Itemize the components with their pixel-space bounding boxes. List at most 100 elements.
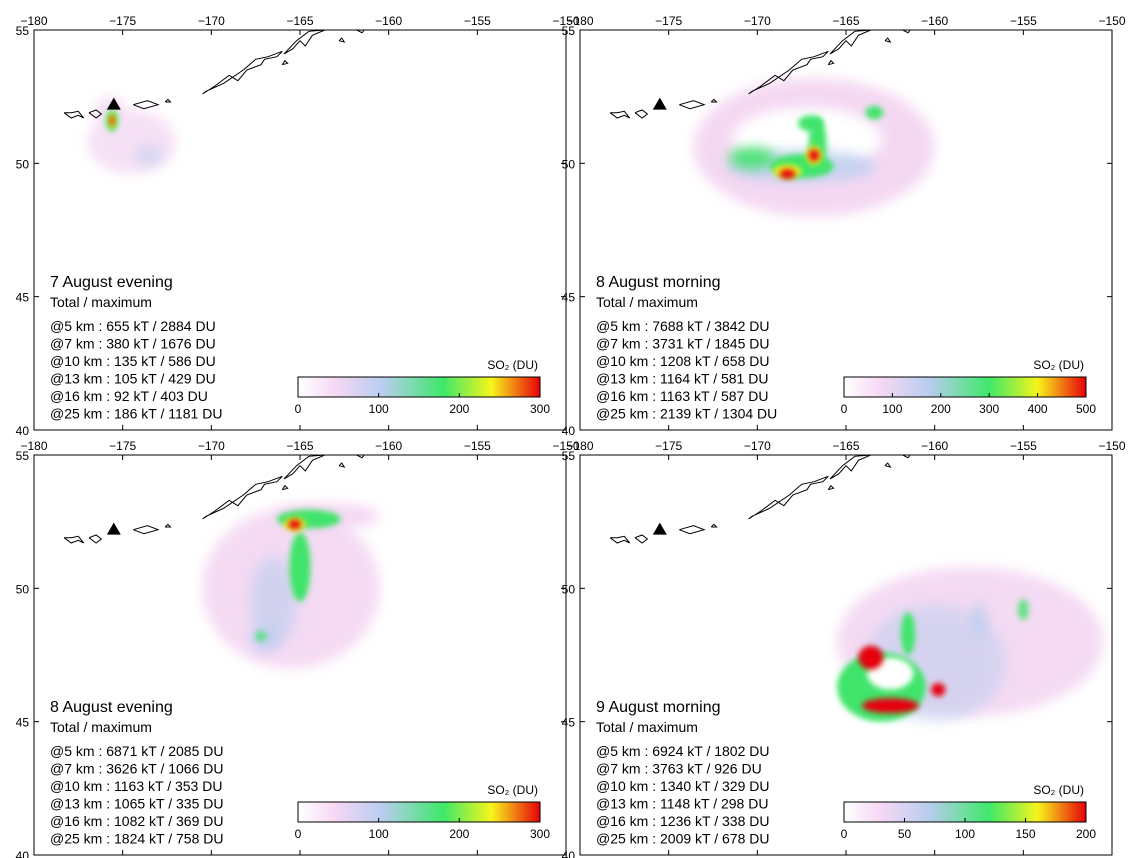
x-tick-label: −155 — [464, 14, 491, 28]
x-tick-label: −170 — [744, 439, 771, 453]
panel-title: 8 August morning — [596, 274, 721, 291]
y-tick-label: 40 — [562, 849, 576, 858]
coastline — [829, 30, 871, 55]
x-tick-label: −150 — [1098, 439, 1125, 453]
plume-layer — [63, 455, 380, 669]
panel-title: 9 August morning — [596, 699, 721, 716]
coastline — [748, 50, 829, 95]
coastline — [609, 535, 631, 544]
coastline — [338, 37, 346, 43]
y-tick-label: 50 — [562, 157, 576, 171]
colorbar-tick-label: 100 — [369, 402, 389, 416]
volcano-marker — [106, 97, 121, 110]
coastline — [164, 523, 172, 528]
stat-line: @5 km : 6924 kT / 1802 DU — [596, 743, 769, 759]
coastline — [88, 534, 103, 544]
colorbar-tick-label: 100 — [369, 827, 389, 841]
so2-plume — [250, 556, 297, 647]
so2-plume — [728, 147, 776, 169]
stat-line: @10 km : 1163 kT / 353 DU — [50, 778, 222, 794]
coastline — [202, 50, 283, 95]
map-panel: −180 −175 −170 −165 −160 −155 −150 40 45 50 55 9 Au… — [562, 439, 1126, 858]
colorbar-tick-label: 0 — [295, 827, 302, 841]
so2-plume — [858, 645, 884, 670]
x-tick-label: −180 — [20, 14, 47, 28]
coastline — [884, 462, 892, 468]
x-tick-label: −175 — [655, 14, 682, 28]
x-tick-label: −175 — [655, 439, 682, 453]
x-tick-label: −160 — [375, 439, 402, 453]
colorbar-tick-label: 200 — [931, 402, 951, 416]
stat-line: @7 km : 380 kT / 1676 DU — [50, 336, 216, 352]
so2-plume — [808, 149, 820, 162]
coastline — [338, 462, 346, 468]
stat-line: @13 km : 1065 kT / 335 DU — [50, 796, 223, 812]
so2-plume — [289, 532, 311, 602]
coastline — [679, 100, 706, 110]
coastline — [710, 523, 718, 528]
volcano-marker — [652, 97, 667, 110]
colorbar-tick-label: 0 — [295, 402, 302, 416]
stat-line: @16 km : 1236 kT / 338 DU — [596, 813, 769, 829]
stat-line: @25 km : 186 kT / 1181 DU — [50, 406, 222, 422]
coastline — [634, 109, 649, 119]
colorbar-tick-label: 0 — [841, 827, 848, 841]
y-tick-label: 45 — [16, 716, 30, 730]
stat-line: @10 km : 135 kT / 586 DU — [50, 353, 216, 369]
stat-line: @25 km : 2139 kT / 1304 DU — [596, 406, 777, 422]
so2-plume — [255, 631, 267, 642]
stat-line: @25 km : 1824 kT / 758 DU — [50, 831, 223, 847]
panel-subtitle: Total / maximum — [596, 294, 698, 310]
coastline — [748, 475, 829, 520]
map-panel: −180 −175 −170 −165 −160 −155 −150 40 45 50 55 7 Au… — [16, 14, 580, 438]
coastline — [63, 535, 85, 544]
x-tick-label: −180 — [566, 14, 593, 28]
x-tick-label: −150 — [552, 14, 579, 28]
coastline — [827, 59, 835, 66]
colorbar-tick-label: 300 — [979, 402, 999, 416]
coastline — [902, 455, 911, 459]
stat-line: @13 km : 105 kT / 429 DU — [50, 371, 216, 387]
x-tick-label: −155 — [1010, 14, 1037, 28]
stat-line: @16 km : 1082 kT / 369 DU — [50, 813, 223, 829]
stat-line: @16 km : 92 kT / 403 DU — [50, 388, 208, 404]
y-tick-label: 40 — [16, 849, 30, 858]
x-tick-label: −170 — [198, 439, 225, 453]
x-tick-label: −160 — [921, 14, 948, 28]
y-tick-label: 45 — [562, 716, 576, 730]
colorbar-tick-label: 0 — [841, 402, 848, 416]
map-panel: −180 −175 −170 −165 −160 −155 −150 40 45 50 55 8 Au… — [16, 439, 580, 858]
colorbar-tick-label: 100 — [882, 402, 902, 416]
plume-layer — [609, 455, 1104, 722]
so2-plume — [288, 519, 301, 530]
colorbar-label: SO₂ (DU) — [487, 358, 538, 372]
colorbar-label: SO₂ (DU) — [1033, 783, 1084, 797]
y-tick-label: 55 — [562, 24, 576, 38]
x-tick-label: −155 — [1010, 439, 1037, 453]
colorbar-tick-label: 200 — [1076, 827, 1096, 841]
coastline — [609, 110, 631, 119]
plume-layer — [63, 30, 365, 174]
colorbar-tick-label: 200 — [449, 827, 469, 841]
stat-line: @5 km : 6871 kT / 2085 DU — [50, 743, 223, 759]
y-tick-label: 55 — [16, 449, 30, 463]
stat-line: @13 km : 1148 kT / 298 DU — [596, 796, 768, 812]
stat-line: @16 km : 1163 kT / 587 DU — [596, 388, 768, 404]
x-tick-label: −150 — [552, 439, 579, 453]
coastline — [679, 525, 706, 535]
so2-plume — [865, 106, 884, 120]
x-tick-label: −165 — [286, 439, 313, 453]
x-tick-label: −155 — [464, 439, 491, 453]
y-tick-label: 40 — [562, 424, 576, 438]
so2-plume — [109, 115, 115, 126]
coastline — [88, 109, 103, 119]
coastline — [884, 37, 892, 43]
coastline — [902, 30, 911, 34]
stat-line: @7 km : 3626 kT / 1066 DU — [50, 761, 223, 777]
colorbar-tick-label: 100 — [955, 827, 975, 841]
x-tick-label: −180 — [20, 439, 47, 453]
y-tick-label: 50 — [16, 582, 30, 596]
x-tick-label: −160 — [921, 439, 948, 453]
y-tick-label: 55 — [16, 24, 30, 38]
